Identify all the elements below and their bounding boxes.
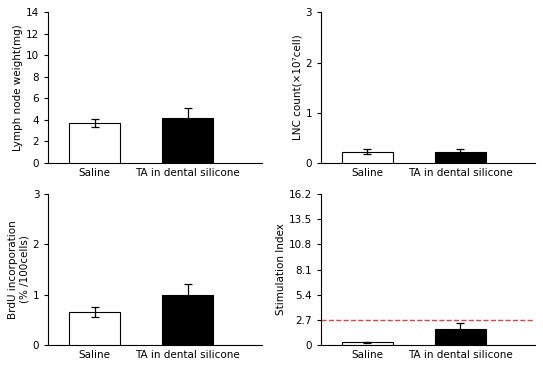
Y-axis label: LNC count(×10⁷cell): LNC count(×10⁷cell)	[293, 35, 302, 141]
Bar	[70, 123, 121, 163]
Bar	[435, 152, 486, 163]
Y-axis label: Lymph node weight(mg): Lymph node weight(mg)	[14, 24, 23, 151]
Bar	[162, 118, 213, 163]
Y-axis label: BrdU incorporation
(% /100cells): BrdU incorporation (% /100cells)	[8, 220, 30, 319]
Y-axis label: Stimulation Index: Stimulation Index	[276, 224, 286, 315]
Bar	[162, 295, 213, 345]
Bar	[70, 312, 121, 345]
Bar	[342, 342, 393, 345]
Bar	[435, 329, 486, 345]
Bar	[342, 152, 393, 163]
